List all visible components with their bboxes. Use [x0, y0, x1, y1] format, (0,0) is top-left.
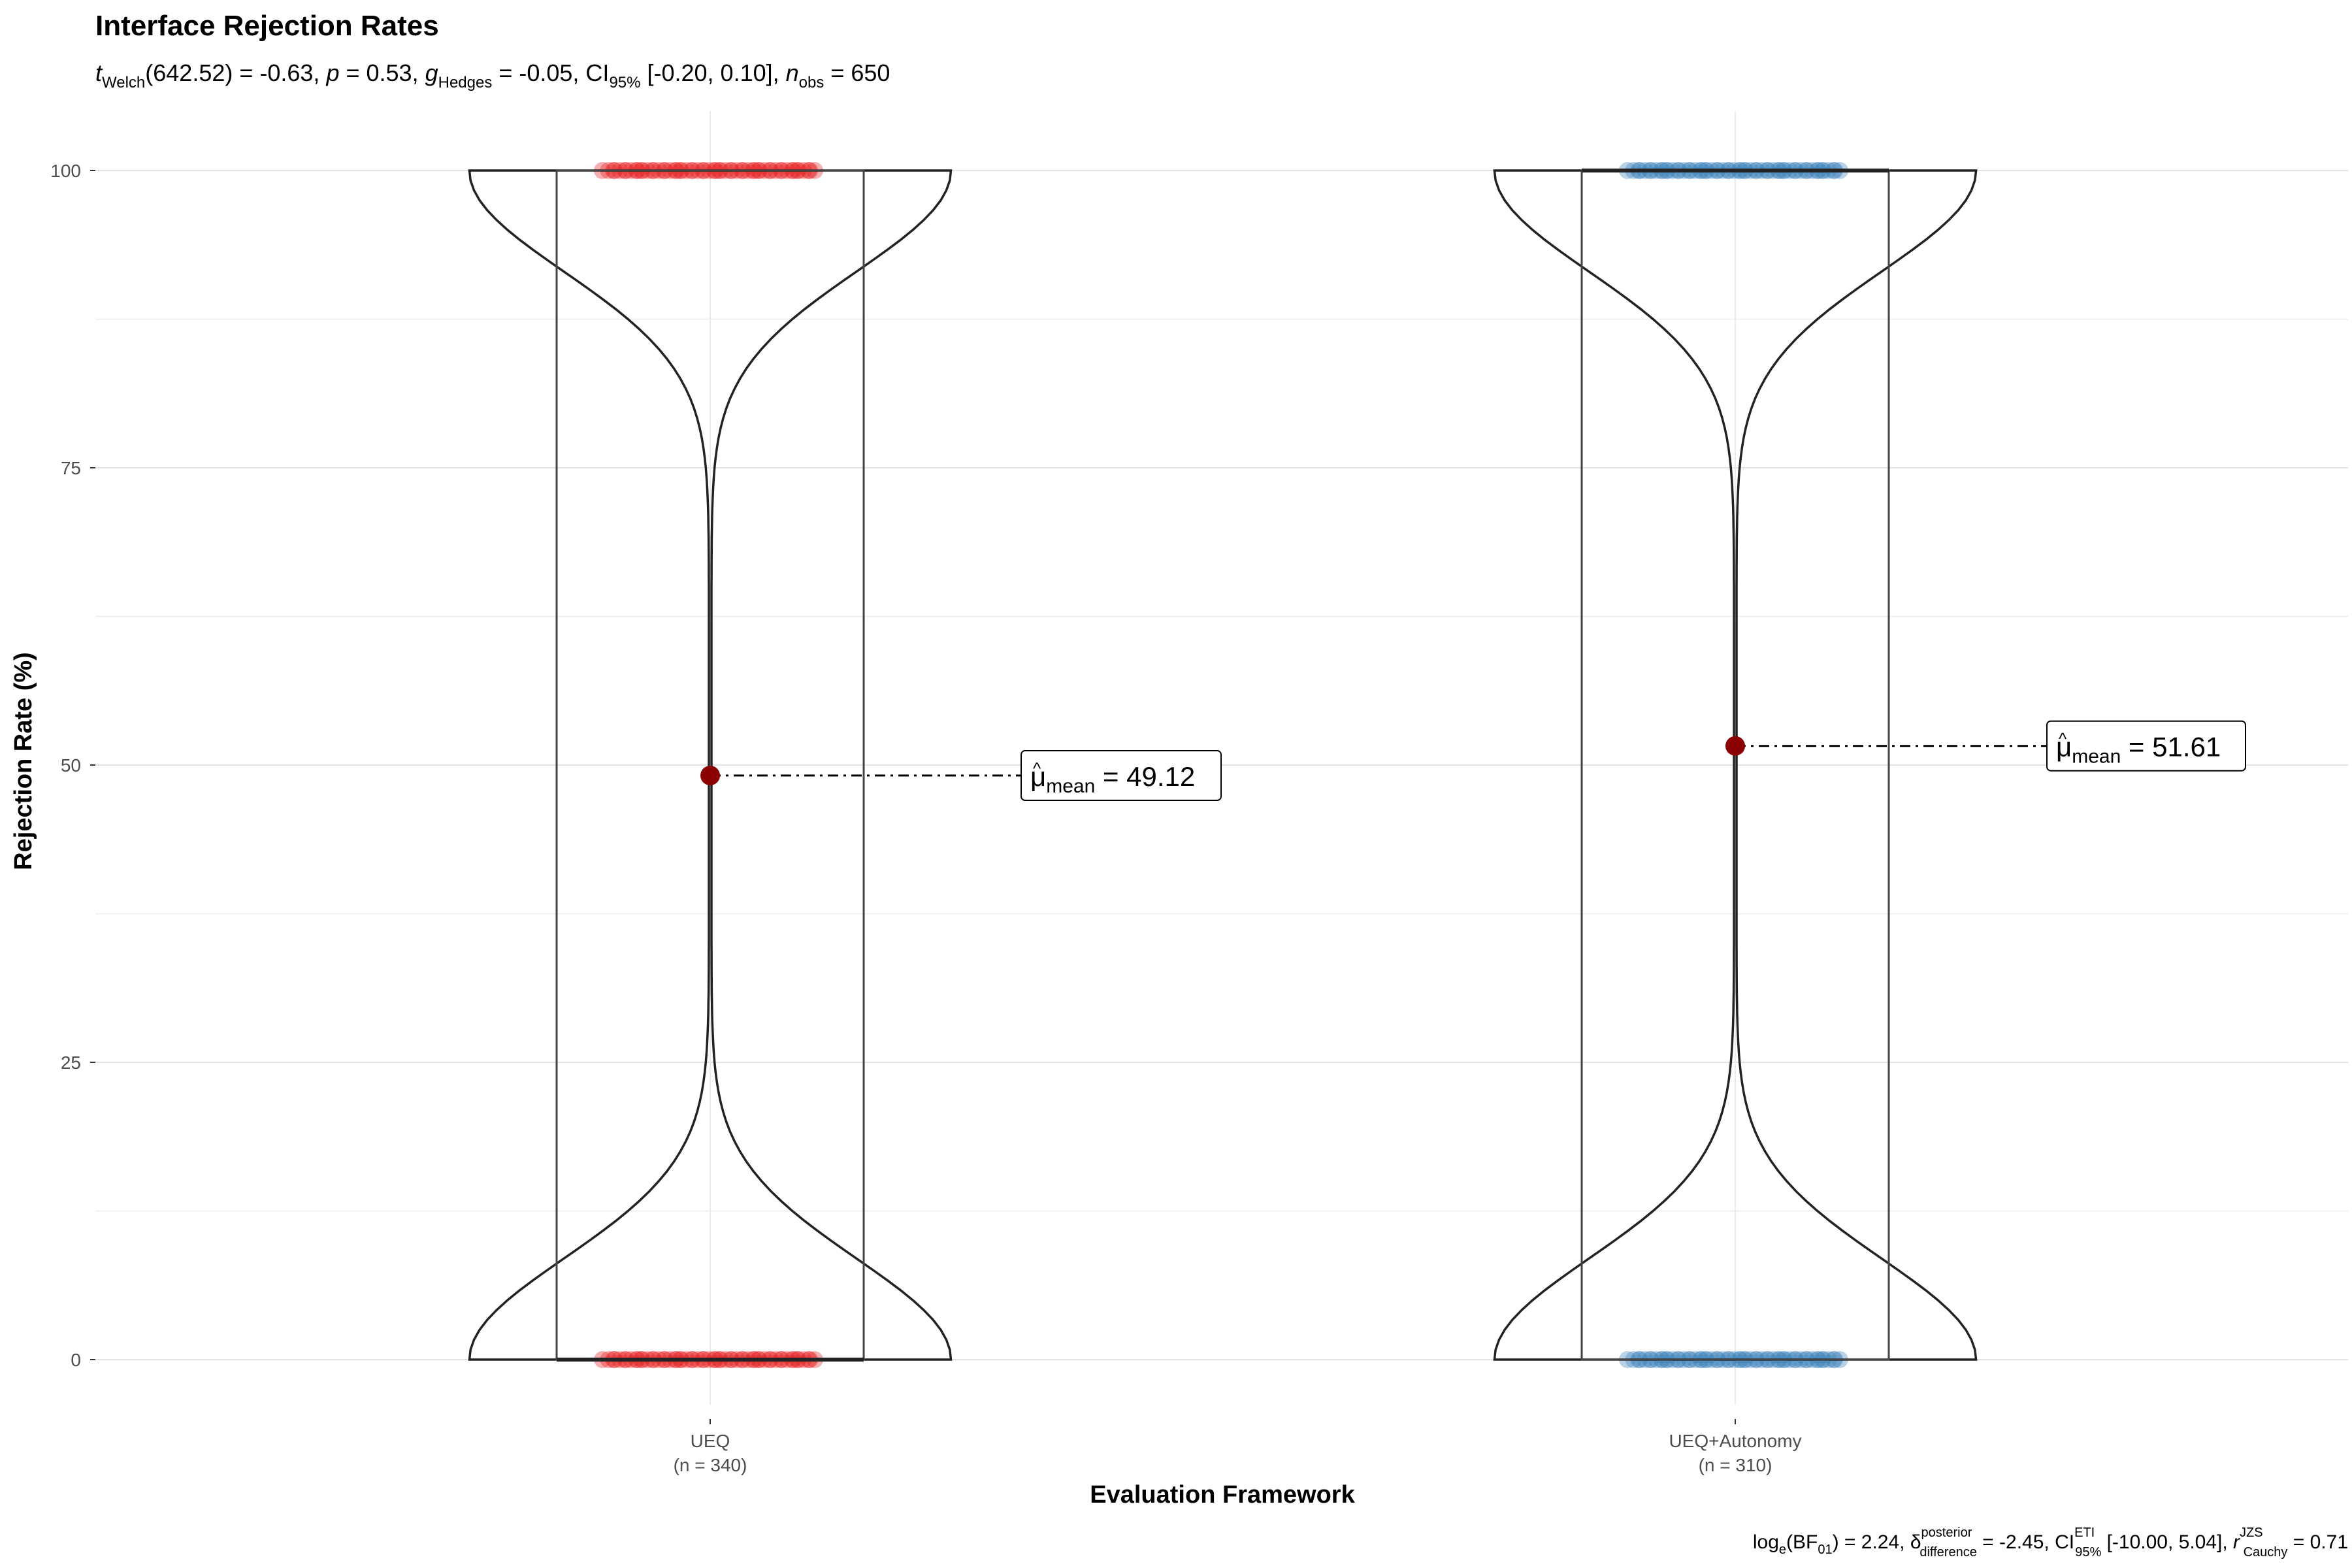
- chart-title: Interface Rejection Rates: [95, 10, 439, 42]
- y-tick-label: 0: [71, 1350, 81, 1370]
- y-tick-label: 100: [50, 161, 81, 181]
- violin-ueq-autonomy: [1493, 169, 1978, 1361]
- mean-label: μmean = 51.61: [2056, 732, 2221, 768]
- x-tick-n-label: (n = 310): [1699, 1455, 1772, 1475]
- x-tick-label: UEQ: [691, 1431, 730, 1451]
- y-tick-label: 25: [61, 1053, 81, 1073]
- mean-label-box: [2046, 720, 2246, 772]
- mean-point: [700, 766, 720, 786]
- mean-label-box: [1021, 750, 1222, 802]
- y-axis-title: Rejection Rate (%): [10, 652, 37, 870]
- mean-point: [1725, 736, 1745, 756]
- x-axis-title: Evaluation Framework: [1090, 1481, 1355, 1509]
- mean-label: μmean = 49.12: [1030, 761, 1195, 797]
- y-tick-label: 50: [61, 755, 81, 776]
- x-tick-label: UEQ+Autonomy: [1669, 1431, 1801, 1451]
- y-tick-label: 75: [61, 458, 81, 478]
- mean-label-hat: ^: [1033, 759, 1041, 778]
- violin-ueq: [468, 169, 953, 1361]
- x-tick-n-label: (n = 340): [674, 1455, 747, 1475]
- chart-caption: loge(BF01) = 2.24, δposterior difference …: [1753, 1526, 2348, 1560]
- mean-label-hat: ^: [2059, 729, 2067, 749]
- chart-subtitle: tWelch(642.52) = -0.63, p = 0.53, gHedge…: [95, 59, 890, 91]
